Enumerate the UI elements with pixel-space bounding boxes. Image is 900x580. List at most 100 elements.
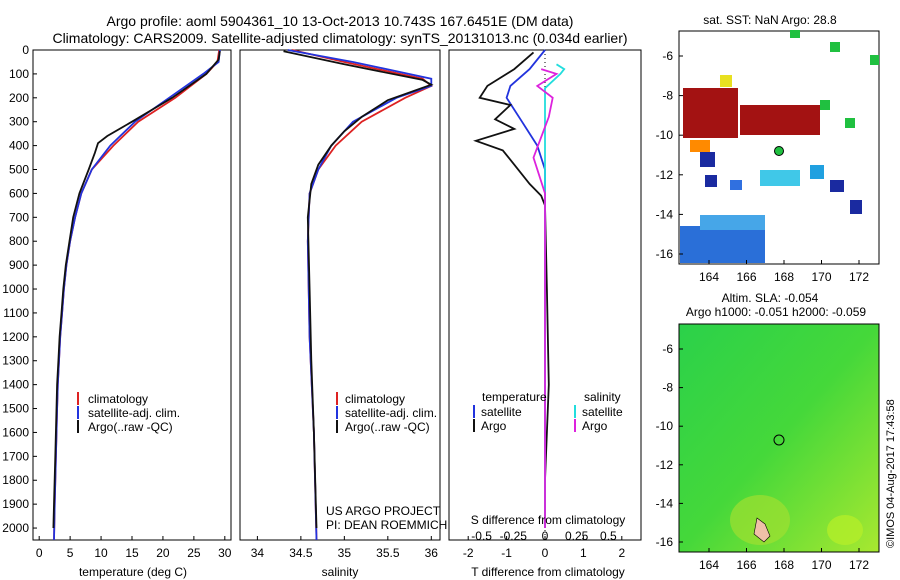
map-x-tick-label: 172	[849, 270, 869, 284]
x-tick-label: 35.5	[376, 546, 400, 560]
top-x-tick-label: 0	[542, 529, 549, 543]
map-x-tick-label: 170	[811, 558, 831, 572]
credit-text: ©IMOS 04-Aug-2017 17:43:58	[885, 399, 897, 548]
map-x-tick-label: 164	[699, 270, 719, 284]
x-tick-label: 0	[36, 546, 43, 560]
series-line-climatology	[291, 49, 433, 541]
map-y-tick-label: -12	[656, 458, 674, 472]
sst-cold-pixels	[700, 215, 765, 230]
sst-pixel	[720, 75, 732, 87]
sla-high-region	[827, 515, 863, 545]
y-tick-label: 600	[9, 186, 29, 200]
salinity-plot: 34 34.5 35 35.5 36	[251, 49, 439, 560]
x-tick-label: 0	[542, 546, 549, 560]
legend-title-temperature: temperature	[482, 390, 547, 404]
map-x-tick-label: 166	[736, 558, 756, 572]
sst-map	[678, 30, 880, 265]
sla-map-axes: -6 -8 -10 -12 -14 -16 164 166 168 170 172	[656, 342, 870, 572]
map-y-tick-label: -8	[662, 381, 673, 395]
temperature-plot: 0100200300400500600700800900100011001200…	[2, 43, 232, 560]
y-tick-label: 1600	[2, 425, 29, 439]
y-tick-label: 700	[9, 210, 29, 224]
legend-argo: Argo(..raw -QC)	[88, 420, 173, 434]
sst-pixel	[760, 170, 800, 186]
map-y-tick-label: -6	[662, 49, 673, 63]
top-x-tick-label: 0.25	[565, 529, 589, 543]
x-axis-label-temperature: temperature (deg C)	[79, 565, 187, 579]
series-line-argo-raw-qc-	[283, 50, 434, 529]
legend-satellite: satellite-adj. clim.	[88, 406, 180, 420]
x-tick-label: 5	[67, 546, 74, 560]
sst-pixel	[700, 152, 715, 167]
y-tick-label: 900	[9, 258, 29, 272]
legend-climatology: climatology	[88, 392, 148, 406]
y-tick-label: 500	[9, 163, 29, 177]
y-tick-label: 1900	[2, 497, 29, 511]
series-line-argo-raw-qc-	[52, 51, 221, 529]
legend-argo: Argo(..raw -QC)	[345, 420, 430, 434]
legend-s-satellite: satellite	[582, 405, 623, 419]
sst-warm-pixels	[690, 140, 710, 152]
map-x-tick-label: 170	[811, 270, 831, 284]
map-y-tick-label: -12	[656, 168, 674, 182]
x-tick-label: 30	[218, 546, 232, 560]
y-tick-label: 1000	[2, 282, 29, 296]
map-x-tick-label: 168	[774, 558, 794, 572]
sst-cold-pixels	[680, 226, 765, 263]
x-tick-label: 2	[618, 546, 625, 560]
sst-pixel	[790, 30, 800, 38]
x-tick-label: 10	[94, 546, 108, 560]
sst-pixel	[870, 55, 879, 65]
y-tick-label: 1100	[3, 306, 29, 320]
sst-pixel	[830, 180, 844, 192]
map-x-tick-label: 172	[849, 558, 869, 572]
sst-pixel	[845, 118, 855, 128]
x-axis-label-t-diff: T difference from climatology	[471, 565, 625, 579]
map-y-tick-label: -10	[656, 419, 674, 433]
y-tick-label: 800	[9, 234, 29, 248]
y-tick-label: 1200	[2, 330, 29, 344]
y-tick-label: 200	[9, 91, 29, 105]
legend-satellite: satellite-adj. clim.	[345, 406, 437, 420]
map-x-tick-label: 166	[736, 270, 756, 284]
island-new-caledonia	[753, 517, 771, 543]
x-tick-label: 20	[156, 546, 170, 560]
legend-t-argo: Argo	[481, 419, 507, 433]
y-tick-label: 100	[9, 67, 29, 81]
x-tick-label: 25	[187, 546, 201, 560]
annotation-project: US ARGO PROJECT	[326, 504, 441, 518]
top-x-tick-label: -0.25	[500, 529, 528, 543]
sst-map-axes: -6 -8 -10 -12 -14 -16 164 166 168 170 172	[656, 49, 870, 284]
y-tick-label: 400	[9, 139, 29, 153]
map-y-tick-label: -6	[662, 342, 673, 356]
y-tick-label: 300	[9, 115, 29, 129]
y-tick-label: 2000	[2, 521, 29, 535]
sla-map	[678, 323, 880, 553]
y-tick-label: 1700	[2, 449, 29, 463]
sst-pixel	[830, 42, 840, 52]
legend-climatology: climatology	[345, 392, 405, 406]
x-tick-label: -1	[501, 546, 512, 560]
map-x-tick-label: 164	[699, 558, 719, 572]
top-x-tick-label: 0.5	[600, 529, 617, 543]
argo-float-marker	[773, 434, 785, 446]
legend-title-salinity: salinity	[584, 390, 621, 404]
y-tick-label: 1500	[2, 402, 29, 416]
x-tick-label: 36	[425, 546, 439, 560]
map-y-tick-label: -8	[662, 89, 673, 103]
y-tick-label: 0	[22, 43, 29, 57]
map-y-tick-label: -14	[656, 496, 674, 510]
series-line-climatology	[53, 49, 221, 541]
sst-pixel	[850, 200, 862, 214]
x-tick-label: 1	[580, 546, 587, 560]
title-line-2: Climatology: CARS2009. Satellite-adjuste…	[52, 30, 627, 46]
map-y-tick-label: -16	[656, 535, 674, 549]
salinity-panel-frame	[239, 49, 441, 541]
map-y-tick-label: -14	[656, 207, 674, 221]
sla-map-title-2: Argo h1000: -0.051 h2000: -0.059	[686, 305, 866, 319]
title-line-1: Argo profile: aoml 5904361_10 13-Oct-201…	[107, 13, 574, 29]
legend-s-argo: Argo	[582, 419, 608, 433]
series-line-t-argo	[473, 51, 550, 528]
x-tick-label: -2	[463, 546, 474, 560]
